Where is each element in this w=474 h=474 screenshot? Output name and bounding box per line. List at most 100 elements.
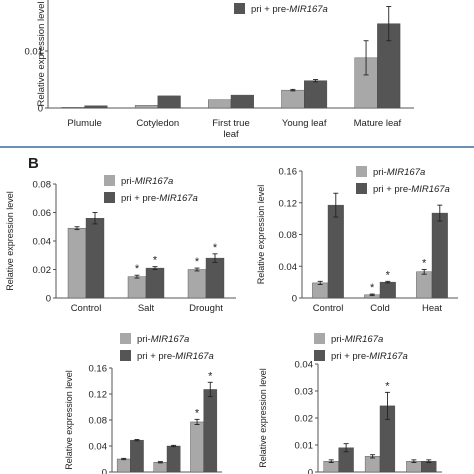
legend-label-pri: pri-MIR167a bbox=[121, 176, 173, 187]
legend-label-pri-pre: pri + pre-MIR167a bbox=[137, 351, 214, 362]
legend-label-pri: pri-MIR167a bbox=[331, 334, 383, 345]
legend-swatch-pri bbox=[356, 166, 367, 177]
significance-star: * bbox=[370, 282, 375, 294]
legend-swatch-pri bbox=[104, 175, 115, 186]
y-tick-label: 0.06 bbox=[33, 208, 52, 219]
y-tick-label: 0.02 bbox=[295, 414, 314, 425]
y-tick-label: 0 bbox=[308, 468, 313, 474]
bar-pri-3 bbox=[190, 421, 204, 473]
significance-star: * bbox=[195, 407, 200, 419]
y-tick-label: 0.12 bbox=[89, 390, 108, 401]
bar-pri-pre-4 bbox=[304, 80, 328, 109]
significance-star: * bbox=[385, 380, 390, 392]
chart-b4: 0 0.01 0.02 0.03 0.04 Relative expression lev… bbox=[258, 333, 442, 474]
bar-pri-2 bbox=[364, 456, 381, 473]
y-tick-label: 0.01 bbox=[25, 47, 44, 58]
y-tick-label: 0.08 bbox=[89, 416, 108, 427]
y-tick-label: 0.16 bbox=[279, 167, 298, 178]
bar-pri-3 bbox=[416, 271, 433, 299]
y-tick-label: 0.04 bbox=[295, 360, 314, 371]
chart-b2-cold-heat: 0 0.04 0.08 0.12 0.16 Relative expression lev… bbox=[256, 166, 458, 314]
x-tick-label: Young leaf bbox=[282, 118, 327, 129]
bar-pri-pre-2 bbox=[157, 95, 181, 109]
legend-label-pri: pri-MIR167a bbox=[137, 334, 189, 345]
bar-pri-2 bbox=[153, 462, 168, 473]
y-axis-label: Relative expression level bbox=[258, 368, 268, 468]
y-tick-label: 0.03 bbox=[295, 387, 314, 398]
y-axis-label: Relative expression level bbox=[36, 1, 47, 106]
legend-label-pri-pre: pri + pre-MIR167a bbox=[331, 351, 408, 362]
significance-star: * bbox=[208, 370, 213, 382]
chart-b1-salt-drought: 0 0.02 0.04 0.06 0.08 Relative expression lev… bbox=[5, 175, 236, 314]
bar-pri-pre-2 bbox=[145, 267, 165, 299]
x-tick-label: Drought bbox=[189, 303, 223, 314]
y-tick-label: 0.08 bbox=[279, 230, 298, 241]
bar-pri-pre-3 bbox=[205, 257, 225, 299]
x-tick-label: Control bbox=[71, 303, 102, 314]
significance-star: * bbox=[386, 269, 391, 281]
legend-label-pri: pri-MIR167a bbox=[373, 167, 425, 178]
x-tick-label: leaf bbox=[223, 129, 239, 140]
y-axis-label: Relative expression level bbox=[64, 370, 74, 470]
bar-pri-pre-3 bbox=[203, 389, 218, 473]
bar-pri-pre-3 bbox=[431, 212, 448, 299]
significance-star: * bbox=[135, 263, 140, 275]
y-tick-label: 0 bbox=[102, 468, 107, 474]
bar-pri-2 bbox=[134, 105, 159, 109]
legend-swatch-pri bbox=[120, 333, 131, 344]
bar-pri-3 bbox=[187, 269, 207, 299]
bar-pri-1 bbox=[61, 107, 85, 109]
bar-pri-pre-3 bbox=[230, 94, 254, 109]
y-tick-label: 0.08 bbox=[33, 180, 52, 191]
y-axis-label: Relative expression level bbox=[256, 185, 266, 285]
legend-swatch-pri-pre bbox=[356, 183, 367, 194]
y-tick-label: 0.01 bbox=[295, 441, 314, 452]
legend-label-pri-pre: pri + pre-MIR167a bbox=[373, 184, 450, 195]
y-tick-label: 0.02 bbox=[33, 265, 52, 276]
bar-pri-1 bbox=[312, 282, 329, 299]
y-tick-label: 0 bbox=[292, 294, 297, 305]
x-tick-label: Cold bbox=[370, 303, 390, 314]
chart-b3: 0 0.04 0.08 0.12 0.16 Relative expression lev… bbox=[64, 333, 222, 474]
bar-pri-1 bbox=[67, 227, 87, 299]
legend-swatch-pri-pre bbox=[104, 192, 115, 203]
legend-swatch-pri bbox=[314, 333, 325, 344]
bar-pri-1 bbox=[116, 458, 131, 473]
panel-b-letter: B bbox=[28, 155, 39, 172]
y-axis-label: Relative expression level bbox=[5, 191, 15, 291]
significance-star: * bbox=[422, 257, 427, 269]
y-tick-label: 0.04 bbox=[89, 442, 108, 453]
significance-star: * bbox=[195, 256, 200, 268]
bar-pri-4 bbox=[281, 89, 305, 109]
y-tick-label: 0.16 bbox=[89, 364, 108, 375]
y-tick-label: 0.04 bbox=[33, 237, 52, 248]
x-tick-label: Cotyledon bbox=[136, 118, 179, 129]
bar-pri-pre-2 bbox=[166, 445, 181, 473]
x-tick-label: Heat bbox=[422, 303, 442, 314]
y-tick-label: 0 bbox=[46, 294, 51, 305]
x-tick-label: Plumule bbox=[67, 118, 101, 129]
y-tick-label: 0.04 bbox=[279, 262, 298, 273]
legend-swatch-pri-pre bbox=[234, 3, 245, 14]
x-tick-label: First true bbox=[212, 118, 249, 129]
legend-swatch-pri-pre bbox=[314, 350, 325, 361]
x-tick-label: Salt bbox=[138, 303, 155, 314]
bar-pri-3 bbox=[208, 99, 232, 109]
legend-label-pri-pre: pri + pre-MIR167a bbox=[121, 193, 198, 204]
legend-swatch-pri-pre bbox=[120, 350, 131, 361]
significance-star: * bbox=[213, 242, 218, 254]
bar-pri-pre-1 bbox=[327, 204, 344, 299]
y-tick-label: 0 bbox=[38, 104, 43, 115]
bar-pri-2 bbox=[127, 276, 147, 299]
bar-pri-pre-1 bbox=[130, 439, 144, 473]
significance-star: * bbox=[153, 255, 158, 267]
legend-label-pri-pre: pri + pre-MIR167a bbox=[251, 4, 328, 15]
y-tick-label: 0.12 bbox=[279, 198, 298, 209]
bar-pri-pre-1 bbox=[84, 105, 108, 109]
bar-pri-pre-1 bbox=[85, 217, 105, 299]
x-tick-label: Mature leaf bbox=[354, 118, 402, 129]
x-tick-label: Control bbox=[313, 303, 344, 314]
bar-pri-pre-2 bbox=[379, 281, 396, 299]
